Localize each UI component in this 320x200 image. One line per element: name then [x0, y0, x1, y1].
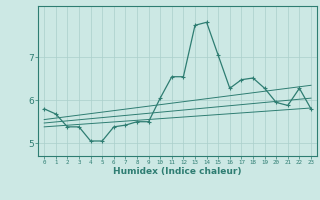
X-axis label: Humidex (Indice chaleur): Humidex (Indice chaleur) [113, 167, 242, 176]
